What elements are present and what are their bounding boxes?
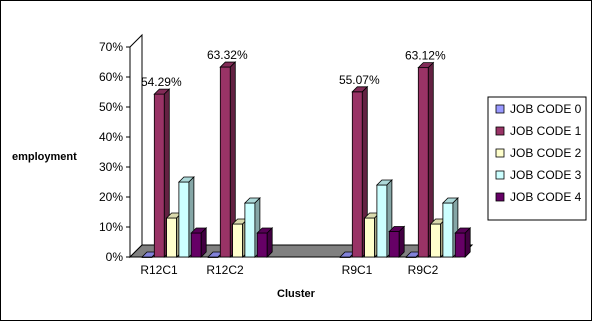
y-tick-label: 30% <box>99 160 123 174</box>
legend-label: JOB CODE 0 <box>510 102 582 116</box>
bar-front <box>166 217 178 258</box>
bar-side <box>398 225 405 258</box>
bar-front <box>454 232 466 258</box>
bar-front <box>232 223 244 258</box>
legend-swatch <box>495 148 505 158</box>
y-tick-label: 40% <box>99 130 123 144</box>
bar-front <box>376 184 388 258</box>
data-label: 54.29% <box>141 75 182 89</box>
bar-front <box>190 232 202 258</box>
legend-swatch <box>495 104 505 114</box>
bar-side <box>464 227 471 258</box>
x-axis-title: Cluster <box>277 288 316 300</box>
bar-front <box>442 202 454 258</box>
legend-swatch <box>495 126 505 136</box>
bar-front <box>178 181 190 258</box>
x-tick-label: R9C1 <box>342 263 373 277</box>
legend-swatch <box>495 192 505 202</box>
side-wall <box>129 33 143 259</box>
bar-front <box>153 93 165 258</box>
legend-label: JOB CODE 2 <box>510 146 582 160</box>
y-tick-label: 0% <box>106 250 124 264</box>
y-tick-label: 60% <box>99 70 123 84</box>
bar-front <box>244 202 256 258</box>
legend-label: JOB CODE 4 <box>510 190 582 204</box>
y-tick-label: 50% <box>99 100 123 114</box>
data-label: 63.12% <box>405 49 446 63</box>
x-tick-label: R12C1 <box>140 263 178 277</box>
bar-front <box>417 67 429 258</box>
y-tick-label: 70% <box>99 40 123 54</box>
legend-swatch <box>495 170 505 180</box>
legend-label: JOB CODE 3 <box>510 168 582 182</box>
y-tick-label: 20% <box>99 190 123 204</box>
bar-side <box>266 227 273 258</box>
bar-front <box>430 223 442 258</box>
bar-front <box>388 231 400 258</box>
y-tick-label: 10% <box>99 220 123 234</box>
bar-front <box>256 232 268 258</box>
x-tick-label: R12C2 <box>206 263 244 277</box>
x-tick-label: R9C2 <box>408 263 439 277</box>
data-label: 63.32% <box>207 48 248 62</box>
bar-front <box>351 91 363 258</box>
legend-label: JOB CODE 1 <box>510 124 582 138</box>
y-axis-title: employment <box>12 151 77 163</box>
bar-front <box>219 66 231 258</box>
bar-front <box>364 217 376 258</box>
data-label: 55.07% <box>339 73 380 87</box>
bar-side <box>200 227 207 258</box>
